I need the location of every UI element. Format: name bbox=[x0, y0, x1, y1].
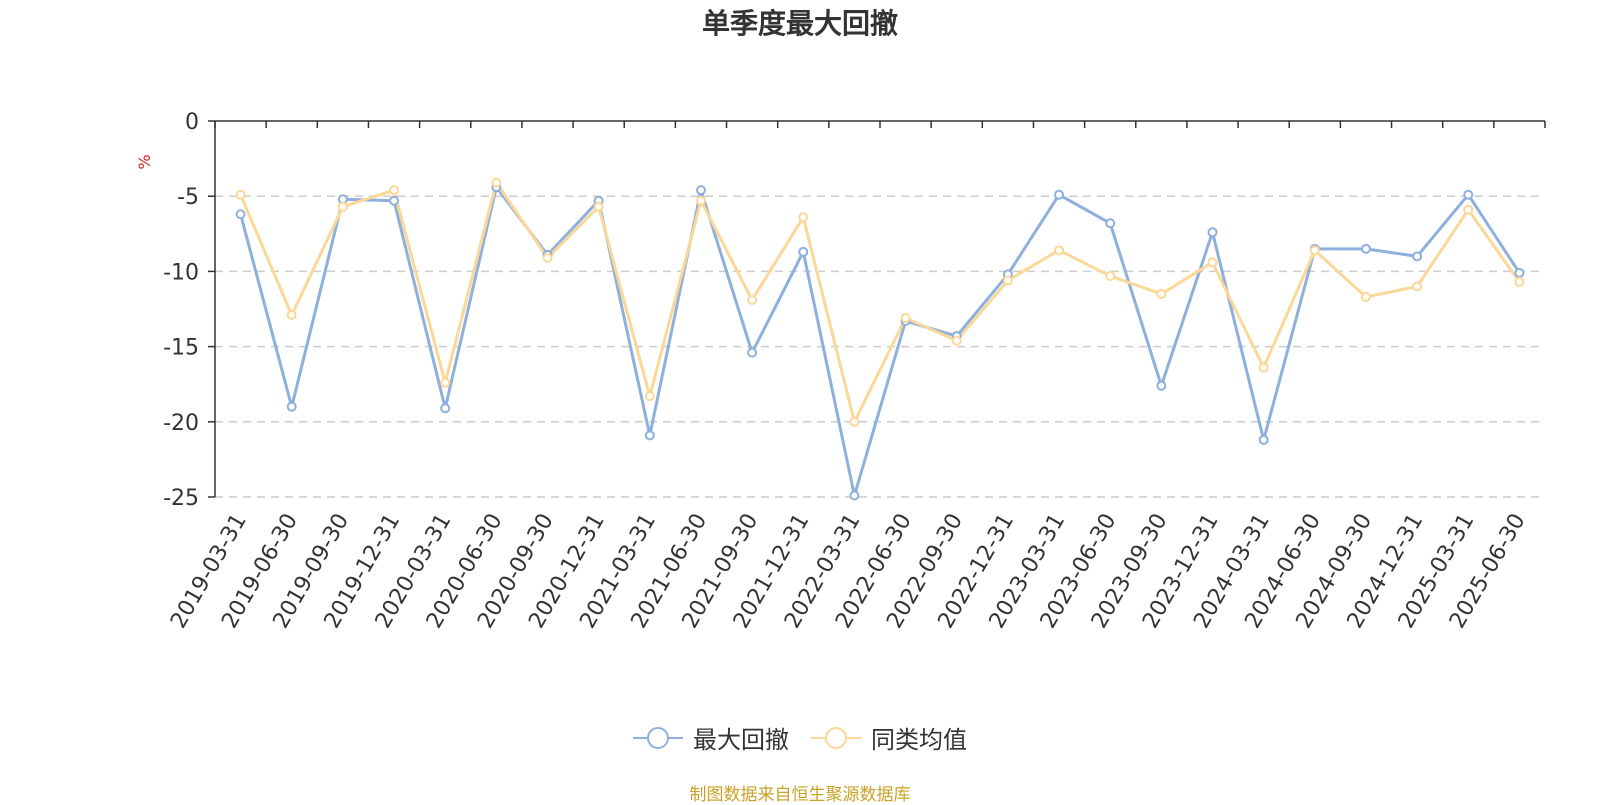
data-point[interactable] bbox=[1258, 362, 1269, 373]
grid-lines bbox=[215, 195, 1545, 498]
legend-line-circle-icon bbox=[633, 726, 683, 749]
y-tick-label: -10 bbox=[163, 260, 199, 285]
data-point[interactable] bbox=[900, 313, 911, 324]
data-point[interactable] bbox=[951, 335, 962, 346]
y-tick-label: -20 bbox=[163, 411, 199, 436]
data-point[interactable] bbox=[1105, 270, 1116, 281]
data-point[interactable] bbox=[849, 416, 860, 427]
data-point[interactable] bbox=[1360, 243, 1371, 254]
y-axis-unit: % bbox=[135, 154, 154, 169]
y-tick-label: 0 bbox=[185, 110, 199, 135]
data-point[interactable] bbox=[695, 195, 706, 206]
legend-label: 同类均值 bbox=[871, 726, 967, 754]
series-lines bbox=[235, 177, 1525, 501]
data-point[interactable] bbox=[644, 430, 655, 441]
data-point[interactable] bbox=[1412, 281, 1423, 292]
data-point[interactable] bbox=[1463, 204, 1474, 215]
y-tick-label: -25 bbox=[163, 486, 199, 511]
data-point[interactable] bbox=[798, 212, 809, 223]
data-point[interactable] bbox=[1207, 227, 1218, 238]
data-point[interactable] bbox=[440, 377, 451, 388]
data-point[interactable] bbox=[542, 252, 553, 263]
data-point[interactable] bbox=[235, 209, 246, 220]
data-point[interactable] bbox=[389, 195, 400, 206]
data-point[interactable] bbox=[747, 294, 758, 305]
data-point[interactable] bbox=[849, 490, 860, 501]
y-tick-label: -15 bbox=[163, 336, 199, 361]
data-point[interactable] bbox=[695, 185, 706, 196]
y-tick-label: -5 bbox=[177, 185, 199, 210]
data-point[interactable] bbox=[1054, 189, 1065, 200]
legend: 最大回撤 同类均值 bbox=[0, 720, 1600, 755]
data-point[interactable] bbox=[1360, 291, 1371, 302]
data-point[interactable] bbox=[798, 246, 809, 257]
series-line-1 bbox=[239, 181, 1521, 424]
data-point[interactable] bbox=[440, 403, 451, 414]
data-point[interactable] bbox=[235, 189, 246, 200]
series-line-0 bbox=[239, 185, 1521, 497]
source-note: 制图数据来自恒生聚源数据库 bbox=[689, 785, 911, 805]
data-point[interactable] bbox=[1105, 218, 1116, 229]
data-point[interactable] bbox=[286, 401, 297, 412]
data-point[interactable] bbox=[286, 310, 297, 321]
legend-line-circle-icon bbox=[811, 726, 861, 749]
legend-item-max-drawdown[interactable]: 最大回撤 bbox=[633, 720, 789, 755]
axes: 0-5-10-15-20-252019-03-312019-06-302019-… bbox=[163, 110, 1546, 633]
data-point[interactable] bbox=[1207, 257, 1218, 268]
data-point[interactable] bbox=[491, 177, 502, 188]
data-point[interactable] bbox=[337, 201, 348, 212]
chart-title: 单季度最大回撤 bbox=[701, 7, 898, 40]
data-point[interactable] bbox=[1054, 245, 1065, 256]
data-point[interactable] bbox=[747, 347, 758, 358]
data-point[interactable] bbox=[1258, 434, 1269, 445]
data-point[interactable] bbox=[1156, 380, 1167, 391]
data-point[interactable] bbox=[1412, 251, 1423, 262]
data-point[interactable] bbox=[644, 391, 655, 402]
legend-label: 最大回撤 bbox=[693, 726, 789, 754]
data-point[interactable] bbox=[1463, 189, 1474, 200]
data-point[interactable] bbox=[1156, 288, 1167, 299]
data-point[interactable] bbox=[1002, 275, 1013, 286]
data-point[interactable] bbox=[389, 185, 400, 196]
legend-item-peer-average[interactable]: 同类均值 bbox=[811, 720, 967, 755]
data-point[interactable] bbox=[1514, 276, 1525, 287]
data-point[interactable] bbox=[1514, 267, 1525, 278]
data-point[interactable] bbox=[593, 201, 604, 212]
data-point[interactable] bbox=[1309, 245, 1320, 256]
